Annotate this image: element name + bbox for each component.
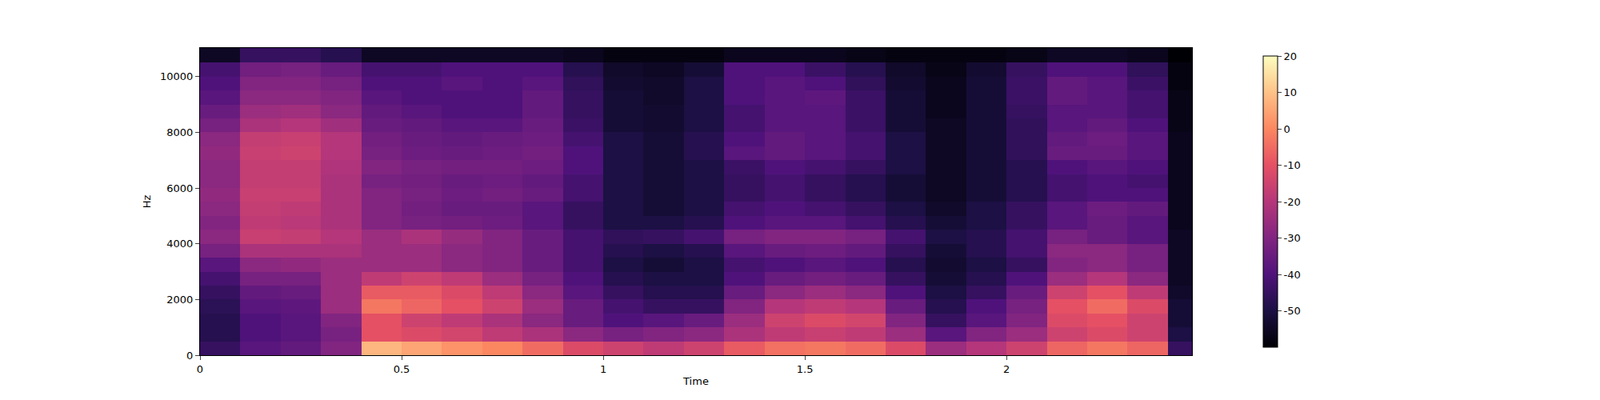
svg-text:2: 2 <box>1003 363 1010 376</box>
svg-text:0: 0 <box>1284 123 1291 136</box>
svg-text:-20: -20 <box>1284 196 1301 208</box>
svg-text:1.5: 1.5 <box>796 363 814 376</box>
svg-text:0: 0 <box>196 363 204 376</box>
svg-text:20: 20 <box>1284 50 1298 63</box>
svg-text:-30: -30 <box>1284 232 1301 244</box>
svg-text:-40: -40 <box>1284 268 1301 281</box>
svg-text:-10: -10 <box>1284 159 1301 172</box>
svg-text:-50: -50 <box>1284 304 1301 317</box>
svg-text:6000: 6000 <box>166 182 193 195</box>
svg-text:Hz: Hz <box>140 195 153 209</box>
svg-text:0.5: 0.5 <box>393 363 411 376</box>
svg-text:1: 1 <box>600 363 607 376</box>
svg-text:8000: 8000 <box>166 126 193 139</box>
svg-text:0: 0 <box>186 349 193 362</box>
svg-text:10: 10 <box>1284 86 1298 99</box>
svg-text:2000: 2000 <box>166 293 193 306</box>
svg-text:10000: 10000 <box>160 70 193 83</box>
svg-text:4000: 4000 <box>166 237 193 250</box>
svg-text:Time: Time <box>682 375 709 388</box>
